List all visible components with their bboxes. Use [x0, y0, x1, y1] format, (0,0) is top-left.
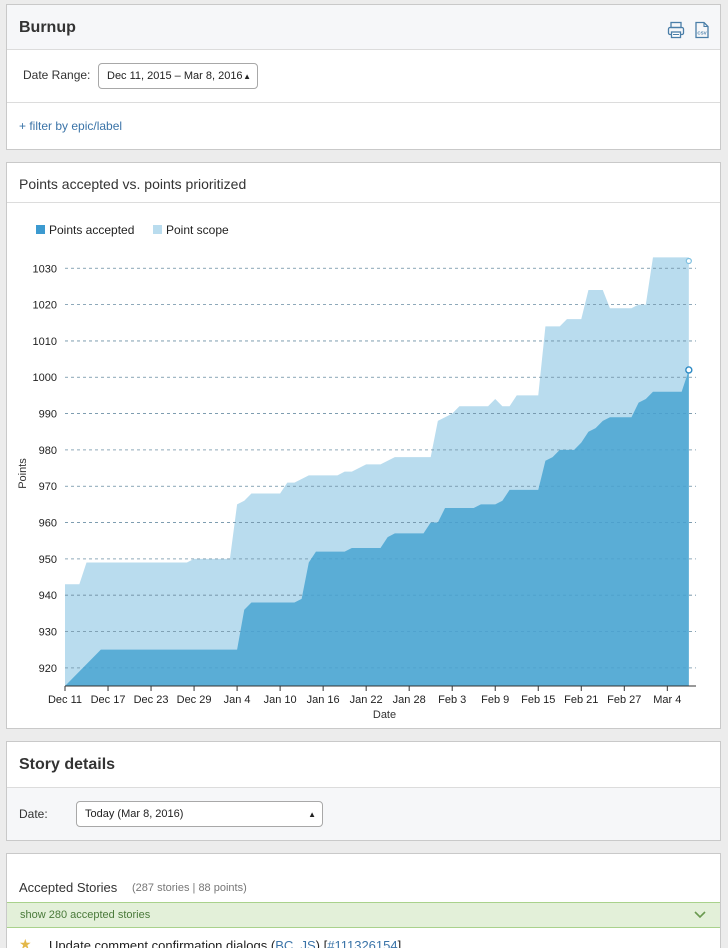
- select-arrows-icon: ▲: [243, 72, 251, 81]
- story-title-text: Update comment confirmation dialogs: [49, 938, 268, 948]
- chevron-down-icon[interactable]: [694, 910, 706, 920]
- filter-row: + filter by epic/label: [7, 103, 720, 149]
- legend-label-1[interactable]: Point scope: [166, 223, 229, 237]
- x-tick-label: Feb 21: [564, 694, 598, 706]
- y-axis-title: Points: [17, 458, 29, 489]
- story-details-panel: Story details Date: Today (Mar 8, 2016) …: [6, 741, 721, 841]
- y-tick-label: 1020: [33, 300, 57, 312]
- x-tick-label: Dec 11: [48, 694, 82, 706]
- x-tick-label: Feb 3: [438, 694, 466, 706]
- x-tick-label: Jan 10: [264, 694, 297, 706]
- y-tick-label: 970: [39, 481, 57, 493]
- chart-panel-title: Points accepted vs. points prioritized: [19, 176, 247, 192]
- scope-end-marker: [685, 257, 692, 265]
- story-labels-link[interactable]: BC, JS: [275, 938, 316, 948]
- burnup-panel: Burnup CSV Date Range: Dec 11, 2015 – Ma…: [6, 4, 721, 150]
- story-mid-text: ) [: [315, 938, 328, 948]
- story-details-header: Story details: [7, 742, 720, 788]
- accepted-stories-panel: Accepted Stories (287 stories | 88 point…: [6, 853, 721, 948]
- story-title: Update comment confirmation dialogs (BC,…: [49, 938, 401, 948]
- story-date-value: Today (Mar 8, 2016): [85, 808, 184, 820]
- date-range-select[interactable]: Dec 11, 2015 – Mar 8, 2016 ▲: [98, 63, 258, 89]
- burnup-header: Burnup CSV: [7, 5, 720, 50]
- accepted-title: Accepted Stories: [19, 880, 118, 895]
- story-date-select[interactable]: Today (Mar 8, 2016) ▲: [76, 801, 323, 827]
- csv-icon[interactable]: CSV: [693, 21, 711, 39]
- y-tick-label: 980: [39, 445, 57, 457]
- csv-icon-text: CSV: [697, 31, 706, 36]
- y-tick-label: 1000: [33, 372, 57, 384]
- y-tick-label: 960: [39, 518, 57, 530]
- y-tick-label: 950: [39, 554, 57, 566]
- x-tick-label: Dec 23: [134, 694, 169, 706]
- story-row[interactable]: ★ Update comment confirmation dialogs (B…: [7, 928, 720, 948]
- date-range-label: Date Range:: [23, 68, 91, 82]
- x-tick-label: Jan 28: [393, 694, 426, 706]
- story-details-title: Story details: [19, 756, 116, 773]
- print-icon[interactable]: [667, 21, 685, 39]
- story-date-row: Date: Today (Mar 8, 2016) ▲: [7, 788, 720, 840]
- x-tick-label: Dec 17: [91, 694, 126, 706]
- x-tick-label: Feb 15: [521, 694, 555, 706]
- accepted-count: (287 stories | 88 points): [132, 882, 247, 894]
- x-tick-label: Jan 4: [224, 694, 251, 706]
- burnup-chart: 920 930 940 950 960 970 980 990 1000 1010 1020 1030…: [17, 223, 696, 721]
- date-range-value: Dec 11, 2015 – Mar 8, 2016: [107, 70, 243, 82]
- story-id-link[interactable]: #111326154: [327, 938, 398, 948]
- x-tick-label: Feb 9: [481, 694, 509, 706]
- x-tick-label: Mar 4: [653, 694, 681, 706]
- x-tick-label: Feb 27: [607, 694, 641, 706]
- burnup-title: Burnup: [19, 19, 76, 36]
- y-tick-label: 1010: [33, 336, 57, 348]
- x-tick-label: Jan 16: [307, 694, 340, 706]
- chart-panel-header: Points accepted vs. points prioritized: [7, 163, 720, 203]
- select-arrows-icon: ▲: [308, 810, 316, 819]
- date-range-row: Date Range: Dec 11, 2015 – Mar 8, 2016 ▲: [7, 50, 720, 103]
- filter-epic-label-link[interactable]: + filter by epic/label: [19, 119, 123, 133]
- y-tick-label: 990: [39, 409, 57, 421]
- legend-swatch-1[interactable]: [153, 225, 162, 234]
- accepted-header: Accepted Stories (287 stories | 88 point…: [7, 854, 720, 902]
- x-axis-title: Date: [373, 709, 396, 721]
- star-icon[interactable]: ★: [19, 936, 32, 948]
- y-tick-label: 1030: [33, 263, 57, 275]
- legend-swatch-0[interactable]: [36, 225, 45, 234]
- y-tick-label: 930: [39, 627, 57, 639]
- story-date-label: Date:: [19, 807, 48, 821]
- show-accepted-bar[interactable]: show 280 accepted stories: [7, 902, 720, 928]
- chart-panel: Points accepted vs. points prioritized 9…: [6, 162, 721, 729]
- y-tick-label: 920: [39, 663, 57, 675]
- x-tick-label: Jan 22: [350, 694, 383, 706]
- legend-label-0[interactable]: Points accepted: [49, 223, 134, 237]
- story-close-text: ]: [397, 938, 402, 948]
- accepted-end-marker: [685, 366, 693, 374]
- series-area-points-accepted: [65, 369, 689, 686]
- show-accepted-link[interactable]: show 280 accepted stories: [20, 909, 151, 921]
- story-open-paren: (: [267, 938, 276, 948]
- y-tick-label: 940: [39, 590, 57, 602]
- x-tick-label: Dec 29: [177, 694, 212, 706]
